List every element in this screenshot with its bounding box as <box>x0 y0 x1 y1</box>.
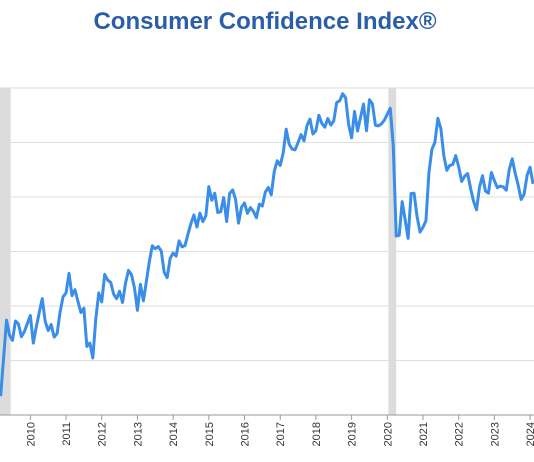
x-tick-label: 2022 <box>454 422 466 446</box>
x-tick-label: 2013 <box>132 422 144 446</box>
x-tick-label: 2014 <box>168 422 180 446</box>
x-tick-label: 2011 <box>61 422 73 446</box>
plot-area <box>0 92 534 397</box>
chart-title: Consumer Confidence Index® <box>93 8 436 35</box>
x-tick-label: 2010 <box>25 422 37 446</box>
x-tick-label: 2018 <box>311 422 323 446</box>
x-tick-label: 2016 <box>240 422 252 446</box>
x-tick-label: 2023 <box>489 422 501 446</box>
x-tick-label: 2021 <box>418 422 430 446</box>
x-tick-label: 2020 <box>382 422 394 446</box>
x-tick-label: 2015 <box>204 422 216 446</box>
series-line <box>0 92 534 397</box>
x-tick-label: 2024 <box>525 422 534 446</box>
x-tick-label: 2012 <box>97 422 109 446</box>
x-tick-label: 2017 <box>275 422 287 446</box>
x-tick-label: 2019 <box>347 422 359 446</box>
